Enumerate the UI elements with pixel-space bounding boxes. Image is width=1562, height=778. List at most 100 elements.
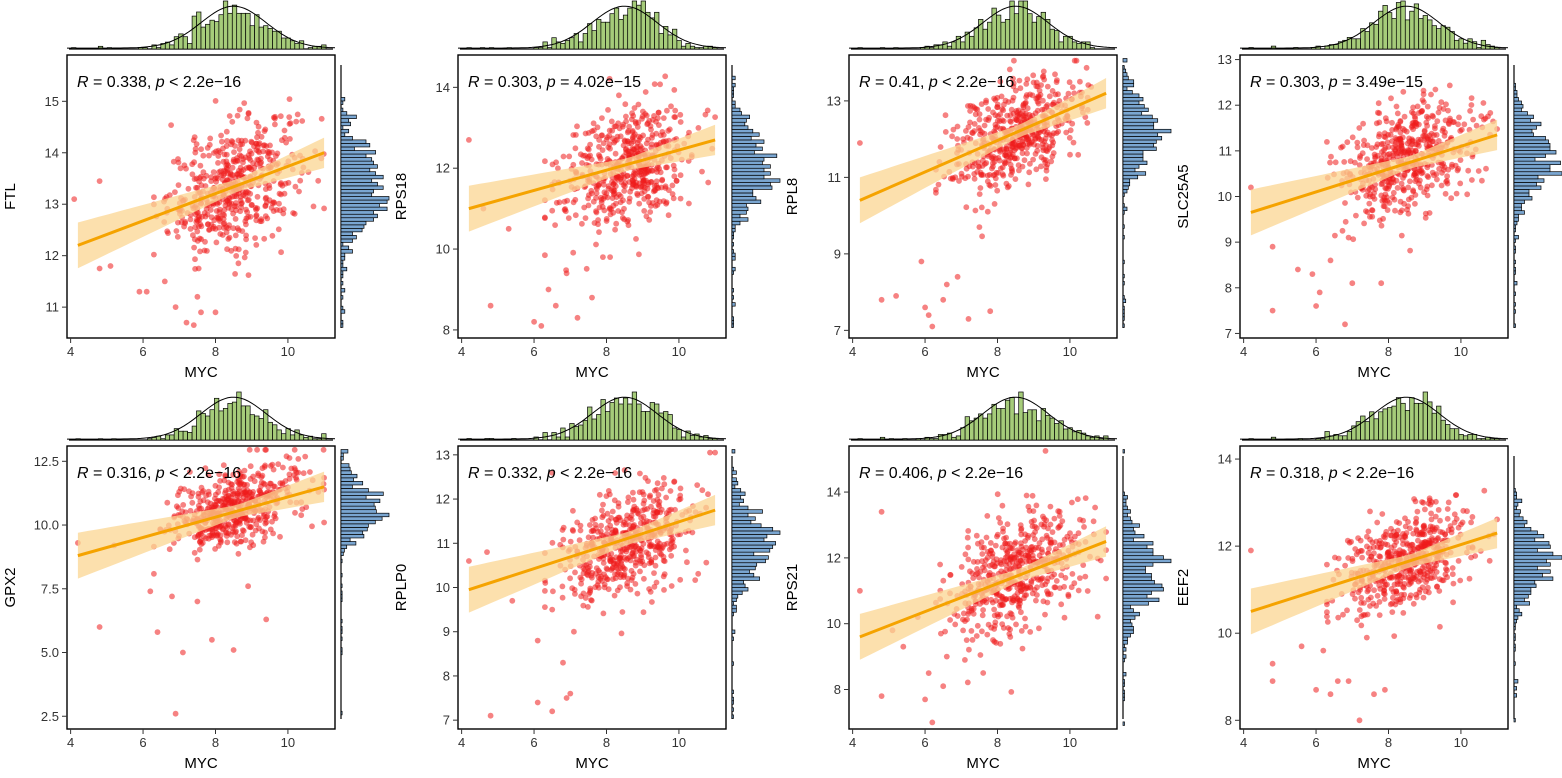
y-tick-label: 12 xyxy=(827,550,841,565)
data-point xyxy=(616,125,623,132)
top-hist-bar xyxy=(569,423,575,441)
data-point xyxy=(302,453,309,460)
right-hist-bar xyxy=(340,203,380,208)
data-point xyxy=(1357,537,1364,544)
data-point xyxy=(1469,177,1475,183)
top-hist-bar xyxy=(151,437,157,441)
data-point xyxy=(979,233,985,240)
top-hist-bar xyxy=(1400,0,1406,50)
right-hist-bar xyxy=(731,203,747,208)
data-point xyxy=(600,254,606,260)
data-point xyxy=(987,550,993,557)
right-hist-bar xyxy=(1122,185,1129,190)
right-hist-bar xyxy=(1122,654,1127,659)
data-point xyxy=(922,304,928,311)
data-point xyxy=(987,308,994,315)
data-point xyxy=(1019,645,1026,652)
data-point xyxy=(291,472,297,478)
data-point xyxy=(1359,554,1365,561)
data-point xyxy=(1011,540,1018,547)
data-point xyxy=(1416,589,1423,596)
data-point xyxy=(223,128,230,135)
right-hist-bar xyxy=(731,707,734,712)
right-marginal-histogram xyxy=(340,449,390,719)
data-point xyxy=(195,493,202,500)
right-hist-bar xyxy=(340,231,353,236)
right-hist-bar xyxy=(340,213,378,219)
data-point xyxy=(599,132,605,139)
data-point xyxy=(1369,213,1376,220)
data-point xyxy=(600,181,607,188)
right-hist-bar xyxy=(340,227,363,233)
x-axis-title: MYC xyxy=(184,364,218,381)
data-point xyxy=(665,127,672,134)
data-point xyxy=(965,556,972,563)
data-point xyxy=(196,235,203,242)
right-hist-bar xyxy=(1122,224,1125,229)
data-point xyxy=(578,580,584,587)
data-point xyxy=(664,540,671,547)
data-point xyxy=(650,116,656,123)
data-point xyxy=(1036,625,1042,632)
data-point xyxy=(1404,150,1411,156)
data-point xyxy=(1358,594,1365,601)
data-point xyxy=(994,187,1001,194)
data-point xyxy=(1029,112,1036,119)
data-point xyxy=(197,248,203,255)
data-point xyxy=(1467,108,1473,114)
data-point xyxy=(192,256,198,263)
data-point xyxy=(1040,144,1046,151)
data-point xyxy=(1018,628,1025,634)
data-point xyxy=(609,195,616,202)
right-hist-bar xyxy=(1122,167,1136,173)
top-hist-bar xyxy=(1462,42,1469,50)
top-hist-bar xyxy=(312,438,318,441)
plot-area xyxy=(857,448,1109,726)
data-point xyxy=(597,528,604,535)
data-point xyxy=(1405,184,1412,191)
data-point xyxy=(223,162,230,169)
data-point xyxy=(1034,147,1041,154)
data-point xyxy=(1056,513,1063,519)
x-tick-label: 8 xyxy=(994,735,1001,750)
right-hist-bar xyxy=(1122,682,1125,687)
data-point xyxy=(669,182,676,189)
top-hist-bar xyxy=(1013,13,1020,50)
right-hist-bar xyxy=(340,544,348,549)
data-point xyxy=(995,170,1001,176)
right-hist-bar xyxy=(1122,298,1127,303)
data-point xyxy=(641,196,648,202)
data-point xyxy=(617,133,624,140)
data-point xyxy=(1269,243,1276,250)
right-hist-bar xyxy=(731,295,734,300)
data-point xyxy=(580,602,587,609)
data-point xyxy=(222,523,229,530)
right-hist-bar xyxy=(340,128,350,134)
right-hist-bar xyxy=(1122,587,1164,592)
top-hist-bar xyxy=(591,418,597,441)
data-point xyxy=(170,158,177,165)
y-tick-label: 12.5 xyxy=(34,454,59,469)
right-hist-bar xyxy=(1122,643,1125,648)
data-point xyxy=(611,497,618,504)
data-point xyxy=(1047,540,1054,547)
top-hist-bar xyxy=(1387,12,1393,50)
data-point xyxy=(255,470,261,477)
top-hist-bar xyxy=(951,41,957,50)
top-hist-bar xyxy=(164,434,171,441)
data-point xyxy=(640,513,647,520)
data-point xyxy=(878,296,885,303)
data-point xyxy=(641,506,648,513)
data-point xyxy=(965,544,971,551)
right-hist-bar xyxy=(1122,693,1125,698)
data-point xyxy=(695,125,702,131)
data-point xyxy=(1349,134,1356,141)
data-point xyxy=(209,636,215,643)
top-hist-bar xyxy=(245,405,251,441)
right-hist-bar xyxy=(731,224,736,229)
data-point xyxy=(228,481,235,487)
data-point xyxy=(1090,518,1097,525)
data-point xyxy=(270,466,277,473)
data-point xyxy=(666,187,672,194)
top-hist-bar xyxy=(1436,28,1442,50)
